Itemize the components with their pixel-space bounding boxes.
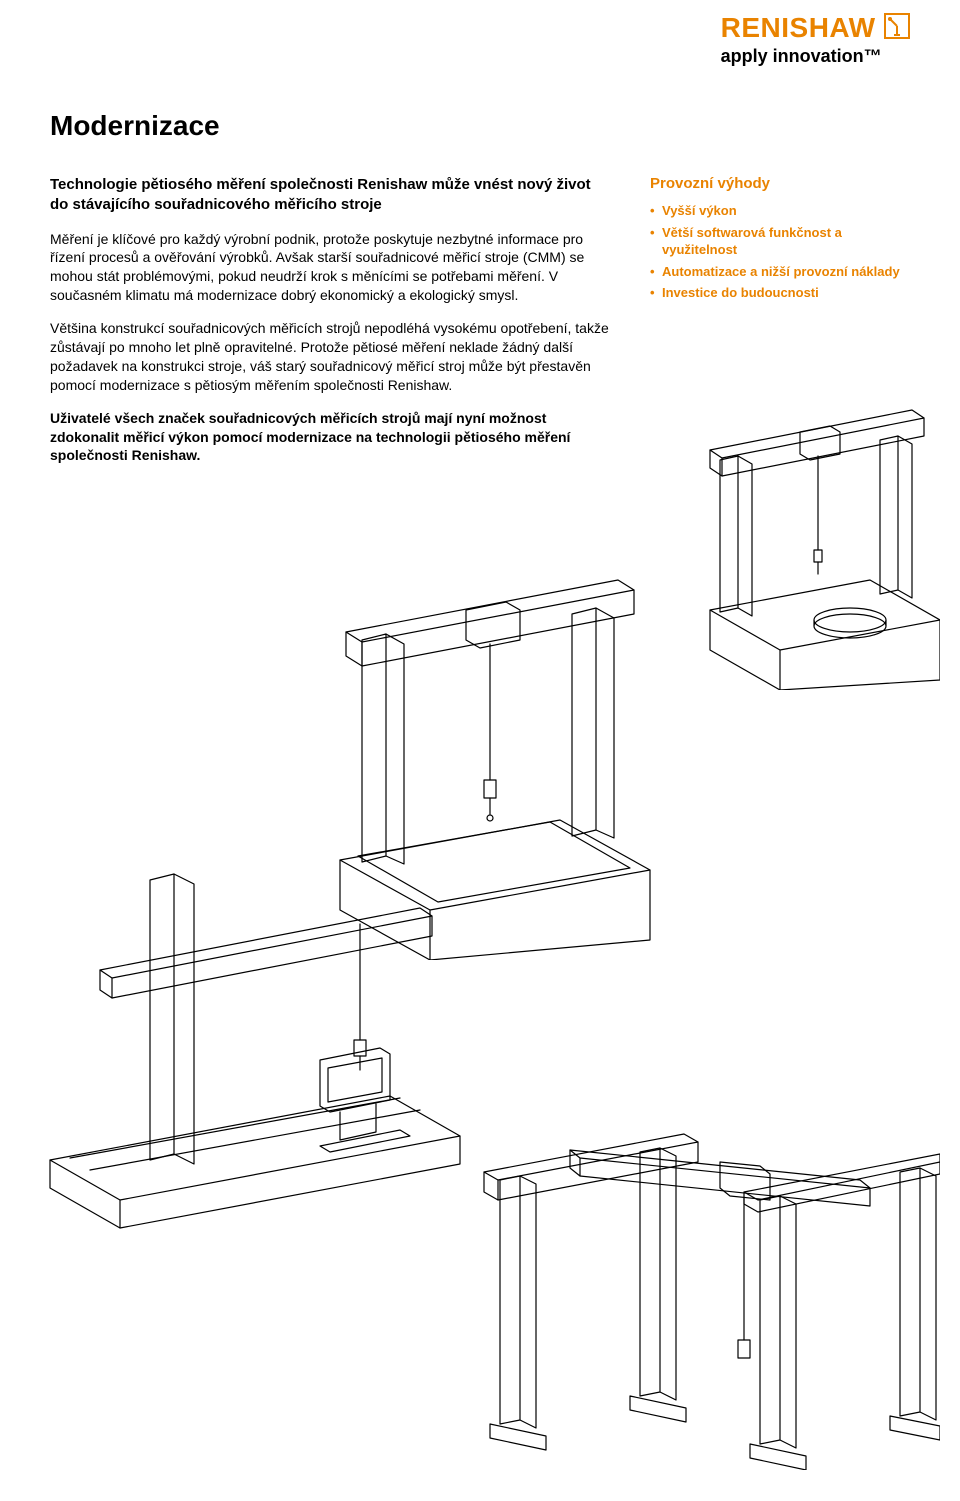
lead-paragraph: Technologie pětiosého měření společnosti… <box>50 175 610 216</box>
body-paragraph-2: Většina konstrukcí souřadnicových měřicí… <box>50 319 610 395</box>
benefit-list: Vyšší výkon Větší softwarová funkčnost a… <box>650 202 910 302</box>
benefit-item: Investice do budoucnosti <box>650 284 910 302</box>
cmm-bridge-small-illustration <box>680 390 940 690</box>
benefit-item: Automatizace a nižší provozní náklady <box>650 263 910 281</box>
benefit-item: Větší softwarová funkčnost a využitelnos… <box>650 224 910 259</box>
cmm-gantry-large-illustration <box>460 1040 940 1470</box>
benefit-item: Vyšší výkon <box>650 202 910 220</box>
body-paragraph-1: Měření je klíčové pro každý výrobní podn… <box>50 230 610 306</box>
brand-row: RENISHAW <box>721 12 910 44</box>
brand-probe-icon <box>884 13 910 44</box>
cmm-horizontal-arm-illustration <box>40 820 500 1260</box>
brand-logo-block: RENISHAW apply innovation™ <box>721 12 910 67</box>
brand-tagline: apply innovation™ <box>721 46 910 67</box>
main-column: Technologie pětiosého měření společnosti… <box>50 175 610 479</box>
brand-name: RENISHAW <box>721 12 876 44</box>
sidebar-heading: Provozní výhody <box>650 175 910 192</box>
page-title: Modernizace <box>50 110 220 142</box>
body-paragraph-3: Uživatelé všech značek souřadnicových mě… <box>50 409 610 466</box>
